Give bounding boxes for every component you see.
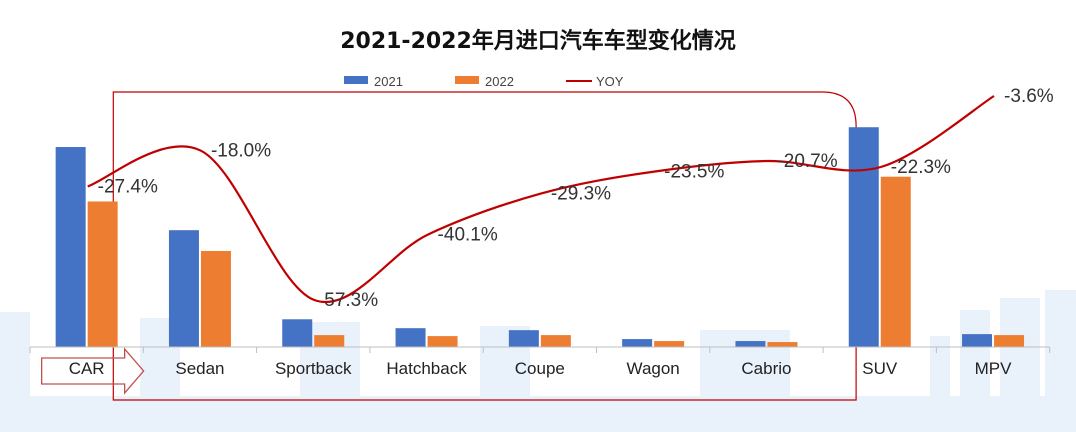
legend: 2021 2022 YOY: [344, 74, 624, 89]
category-label-wagon: Wagon: [627, 359, 680, 378]
bar-2022-cabrio: [767, 342, 798, 347]
legend-label-2021: 2021: [374, 74, 403, 89]
yoy-data-label-wagon: -23.5%: [664, 162, 724, 183]
chart-title: 2021-2022年月进口汽车车型变化情况: [340, 28, 736, 54]
yoy-data-label-suv: -22.3%: [891, 157, 951, 178]
bar-2022-car: [87, 201, 118, 347]
category-label-cabrio: Cabrio: [741, 359, 791, 378]
yoy-data-label-hatchback: -40.1%: [438, 225, 498, 246]
legend-label-2022: 2022: [485, 74, 514, 89]
bar-2021-sportback: [282, 319, 313, 347]
bar-2022-mpv: [994, 335, 1025, 347]
yoy-data-label-sedan: -18.0%: [211, 141, 271, 162]
bar-2021-car: [55, 147, 86, 347]
category-label-coupe: Coupe: [515, 359, 565, 378]
x-axis: CAR Sedan Sportback Hatchback Coupe Wagon Cabr…: [29, 346, 1051, 378]
bars-layer: [55, 127, 1025, 347]
bar-2021-cabrio: [735, 341, 766, 347]
bar-2021-hatchback: [395, 328, 426, 347]
yoy-data-label-coupe: -29.3%: [551, 184, 611, 205]
category-label-mpv: MPV: [975, 359, 1013, 378]
yoy-data-label-cabrio: -20.7%: [777, 151, 837, 172]
category-label-sportback: Sportback: [275, 359, 352, 378]
yoy-data-label-mpv: -3.6%: [1004, 86, 1054, 107]
yoy-data-label-car: -27.4%: [98, 176, 158, 197]
bar-2021-suv: [848, 127, 879, 347]
car-arrow-shape: [41, 347, 145, 395]
bar-2022-coupe: [540, 335, 571, 347]
legend-label-YOY: YOY: [596, 74, 624, 89]
yoy-line: [87, 95, 995, 304]
car-arrow: [41, 347, 145, 395]
bar-2022-sportback: [314, 335, 345, 347]
legend-swatch-2021: [344, 76, 368, 84]
bar-2022-sedan: [200, 250, 231, 347]
category-label-sedan: Sedan: [175, 359, 224, 378]
yoy-data-label-sportback: 57.3%: [324, 290, 378, 311]
bar-2021-wagon: [622, 339, 653, 347]
legend-swatch-2022: [455, 76, 479, 84]
bar-2021-coupe: [508, 330, 539, 347]
bar-2021-mpv: [962, 334, 993, 347]
yoy-line-layer: -27.4% -18.0% 57.3% -40.1% -29.3% -23.5% -20.7…: [87, 86, 1054, 311]
bar-2021-sedan: [168, 230, 199, 347]
category-label-car: CAR: [69, 359, 105, 378]
bar-2022-suv: [880, 176, 911, 347]
bar-2022-wagon: [654, 341, 685, 347]
category-label-suv: SUV: [862, 359, 898, 378]
bar-2022-hatchback: [427, 336, 458, 347]
category-label-hatchback: Hatchback: [386, 359, 467, 378]
